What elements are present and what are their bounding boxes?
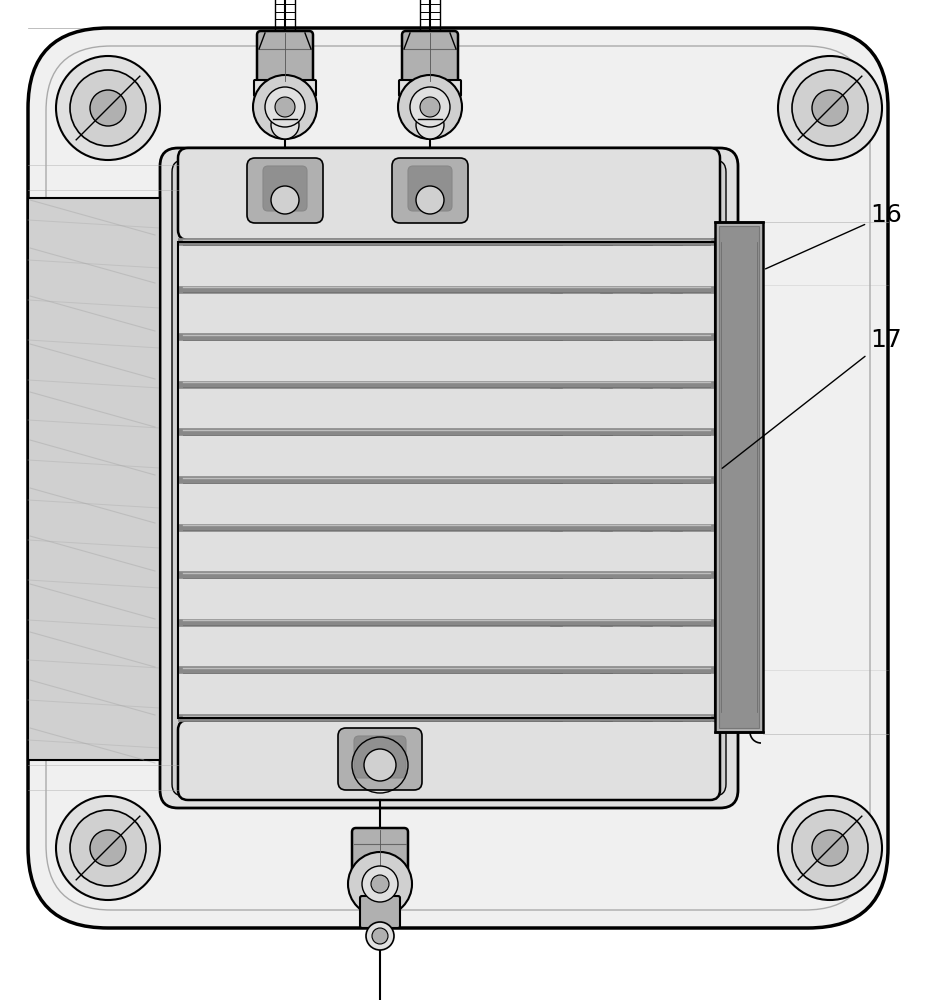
Bar xyxy=(28,198,160,760)
FancyBboxPatch shape xyxy=(178,720,720,800)
FancyBboxPatch shape xyxy=(360,896,400,928)
Circle shape xyxy=(70,70,146,146)
Circle shape xyxy=(416,186,444,214)
Circle shape xyxy=(56,796,160,900)
FancyBboxPatch shape xyxy=(408,166,452,211)
Text: 16: 16 xyxy=(765,203,901,269)
FancyBboxPatch shape xyxy=(338,728,422,790)
Circle shape xyxy=(420,97,440,117)
Circle shape xyxy=(90,830,126,866)
Text: 17: 17 xyxy=(722,328,901,468)
Circle shape xyxy=(348,852,412,916)
Circle shape xyxy=(371,875,389,893)
Circle shape xyxy=(812,830,848,866)
FancyBboxPatch shape xyxy=(160,148,738,808)
Bar xyxy=(715,222,763,732)
Circle shape xyxy=(366,922,394,950)
Circle shape xyxy=(271,186,299,214)
FancyBboxPatch shape xyxy=(28,28,888,928)
Circle shape xyxy=(778,56,882,160)
FancyBboxPatch shape xyxy=(263,166,307,211)
FancyBboxPatch shape xyxy=(354,736,406,778)
Circle shape xyxy=(253,75,317,139)
Circle shape xyxy=(56,56,160,160)
Circle shape xyxy=(416,111,444,139)
Circle shape xyxy=(362,866,398,902)
Circle shape xyxy=(364,749,396,781)
Bar xyxy=(178,242,715,718)
Bar xyxy=(178,242,715,718)
Circle shape xyxy=(398,75,462,139)
FancyBboxPatch shape xyxy=(247,158,323,223)
Circle shape xyxy=(792,810,868,886)
Circle shape xyxy=(372,928,388,944)
FancyBboxPatch shape xyxy=(352,828,408,872)
FancyBboxPatch shape xyxy=(402,31,458,83)
FancyBboxPatch shape xyxy=(178,148,720,240)
Circle shape xyxy=(70,810,146,886)
Circle shape xyxy=(271,111,299,139)
FancyBboxPatch shape xyxy=(257,31,313,83)
Circle shape xyxy=(275,97,295,117)
FancyBboxPatch shape xyxy=(399,80,461,96)
Circle shape xyxy=(265,87,305,127)
Circle shape xyxy=(778,796,882,900)
FancyBboxPatch shape xyxy=(254,80,316,96)
FancyBboxPatch shape xyxy=(172,160,726,796)
Circle shape xyxy=(792,70,868,146)
FancyBboxPatch shape xyxy=(392,158,468,223)
Circle shape xyxy=(812,90,848,126)
Bar xyxy=(719,226,759,728)
Circle shape xyxy=(90,90,126,126)
Circle shape xyxy=(410,87,450,127)
